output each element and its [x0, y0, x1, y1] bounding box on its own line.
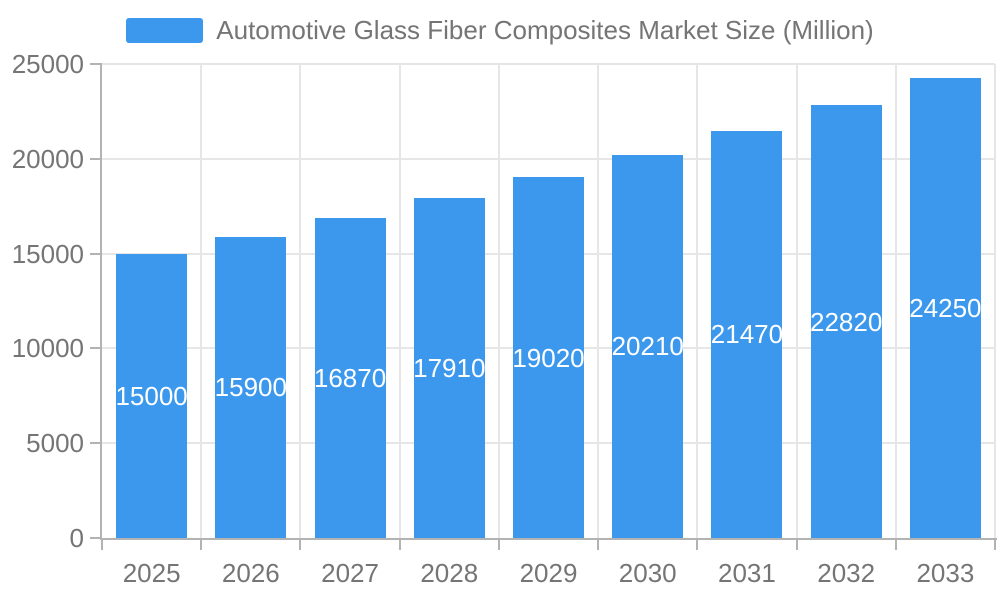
x-tick-label: 2028 — [420, 558, 479, 588]
bar-value-label: 21470 — [710, 319, 784, 350]
bar — [810, 105, 882, 538]
y-tick — [90, 537, 102, 539]
bar — [215, 236, 287, 538]
x-tick — [795, 538, 798, 550]
bar — [909, 78, 981, 538]
y-axis-line — [100, 64, 102, 540]
x-tick — [696, 538, 699, 550]
bar — [116, 253, 188, 538]
x-tick-label: 2027 — [321, 558, 379, 588]
x-gridline — [497, 64, 500, 538]
y-tick — [90, 442, 102, 445]
legend-series-label: Automotive Glass Fiber Composites Market… — [216, 14, 874, 45]
y-tick-label: 25000 — [11, 49, 84, 79]
bar — [612, 154, 684, 538]
bar-value-label: 24250 — [909, 293, 982, 324]
x-gridline — [299, 64, 302, 538]
x-tick — [894, 538, 897, 550]
x-tick-label: 2026 — [221, 558, 280, 588]
x-tick-label: 2032 — [817, 558, 876, 588]
x-tick — [994, 538, 996, 550]
x-gridline — [894, 64, 897, 538]
bar-value-label: 16870 — [313, 363, 387, 394]
bar — [711, 130, 783, 538]
x-tick — [299, 538, 302, 550]
x-axis-line — [100, 538, 997, 540]
x-gridline — [597, 64, 600, 538]
x-tick — [497, 538, 500, 550]
x-tick — [101, 538, 103, 550]
bar-value-label: 22820 — [810, 306, 883, 337]
bar — [314, 218, 386, 538]
y-tick-label: 0 — [69, 523, 84, 553]
bar-value-label: 15000 — [115, 380, 188, 411]
y-tick-label: 15000 — [11, 238, 84, 269]
y-tick-label: 20000 — [11, 143, 84, 174]
y-gridline — [102, 63, 995, 65]
x-gridline — [994, 64, 996, 538]
x-gridline — [795, 64, 798, 538]
x-tick-label: 2033 — [916, 558, 975, 588]
y-tick-label: 5000 — [26, 428, 84, 459]
y-gridline — [102, 157, 995, 160]
x-gridline — [696, 64, 699, 538]
bar — [413, 198, 485, 538]
x-gridline — [398, 64, 401, 538]
bar-value-label: 15900 — [214, 372, 287, 403]
y-tick — [90, 63, 102, 65]
x-tick — [398, 538, 401, 550]
bar — [513, 177, 584, 538]
x-tick — [200, 538, 203, 550]
y-tick — [90, 157, 102, 160]
bar-value-label: 20210 — [611, 331, 684, 362]
bar-value-label: 19020 — [512, 342, 585, 373]
y-tick — [90, 347, 102, 350]
x-tick-label: 2030 — [618, 558, 677, 588]
legend[interactable]: Automotive Glass Fiber Composites Market… — [0, 15, 1000, 45]
legend-color-swatch — [126, 17, 204, 43]
y-tick-label: 10000 — [11, 333, 84, 364]
x-tick-label: 2025 — [122, 558, 181, 588]
x-tick — [597, 538, 600, 550]
x-gridline — [200, 64, 203, 538]
x-tick-label: 2029 — [519, 558, 578, 588]
bar-value-label: 17910 — [413, 353, 486, 384]
y-tick — [90, 252, 102, 255]
x-tick-label: 2031 — [718, 558, 776, 588]
